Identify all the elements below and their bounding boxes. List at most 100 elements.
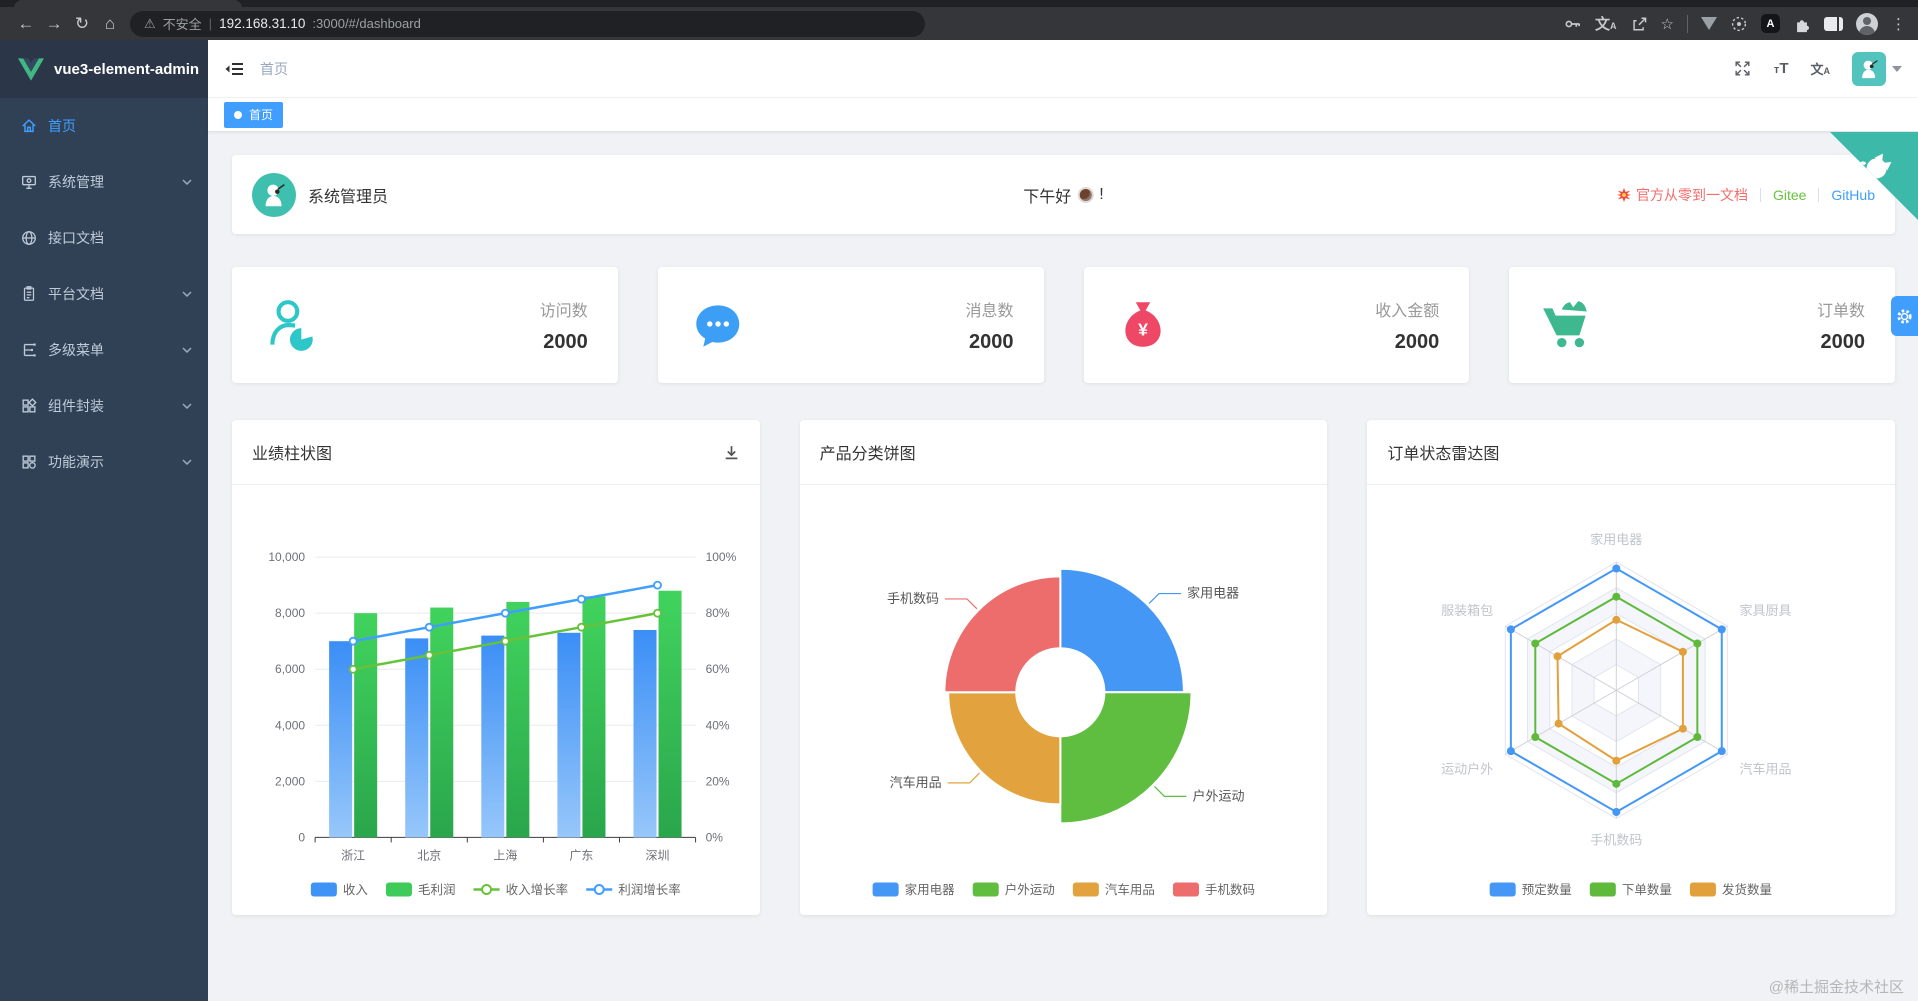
side-panel-icon[interactable] (1824, 16, 1843, 31)
sidebar-item-system[interactable]: 系统管理 (0, 154, 208, 210)
sidebar-item-components[interactable]: 组件封装 (0, 378, 208, 434)
svg-text:0%: 0% (706, 831, 724, 845)
language-icon[interactable]: 文A (1810, 62, 1830, 77)
stat-label: 订单数 (1816, 302, 1865, 320)
legend-item[interactable]: 毛利润 (385, 882, 456, 898)
legend-item[interactable]: 发货数量 (1690, 882, 1772, 897)
stat-label: 消息数 (965, 302, 1014, 320)
legend-item[interactable]: 利润增长率 (586, 882, 681, 897)
password-key-icon[interactable] (1564, 15, 1582, 33)
demo-grid-icon (22, 455, 36, 469)
sidebar-collapse-icon[interactable] (224, 59, 244, 79)
svg-text:发货数量: 发货数量 (1722, 882, 1772, 897)
user-chart-icon (270, 300, 313, 351)
svg-text:户外运动: 户外运动 (1004, 882, 1054, 897)
download-icon[interactable] (723, 444, 740, 461)
cart-icon (1543, 301, 1587, 348)
url-separator: | (208, 16, 213, 31)
svg-text:手机数码: 手机数码 (1591, 833, 1643, 848)
legend-item[interactable]: 手机数码 (1172, 882, 1255, 897)
sidebar-item-label: 功能演示 (48, 454, 104, 470)
sidebar-item-multi-menu[interactable]: 多级菜单 (0, 322, 208, 378)
stat-card-income: ¥ 收入金额 2000 (1083, 267, 1470, 383)
forward-icon[interactable]: → (45, 13, 63, 33)
svg-text:服装箱包: 服装箱包 (1441, 604, 1493, 619)
user-menu[interactable] (1852, 51, 1902, 86)
legend-item[interactable]: 家用电器 (872, 882, 955, 897)
vue-devtools-icon[interactable] (1701, 17, 1717, 30)
logo[interactable]: vue3-element-admin (0, 40, 208, 98)
bookmark-star-icon[interactable]: ☆ (1660, 15, 1674, 33)
sidebar-item-demos[interactable]: 功能演示 (0, 434, 208, 490)
gitee-link[interactable]: Gitee (1772, 186, 1807, 203)
svg-text:收入增长率: 收入增长率 (506, 882, 569, 897)
legend-item[interactable]: 汽车用品 (1072, 882, 1155, 897)
navbar: 首页 тT 文A (208, 40, 1918, 98)
menu-dots-icon[interactable]: ⋮ (1891, 15, 1906, 33)
pie-chart-canvas[interactable]: 家用电器 户外运动 汽车用品 手机数码 家用电器 户外运动 汽车用品 手机数码 (800, 485, 1328, 915)
stat-card-orders: 订单数 2000 (1509, 267, 1895, 383)
svg-text:家用电器: 家用电器 (1591, 533, 1643, 548)
legend-item[interactable]: 收入增长率 (473, 882, 569, 897)
pie-chart-card: 产品分类饼图 家用电器 户外运动 汽车用品 手机数码 家用电器 户外运动 汽车用品 手机数码 (799, 420, 1328, 915)
legend-item[interactable]: 下单数量 (1590, 882, 1672, 897)
url-bar[interactable]: ⚠ 不安全 | 192.168.31.10:3000/#/dashboard (130, 10, 925, 37)
main-area: 首页 тT 文A 首页 (208, 40, 1918, 1001)
greeting-text: 下午好 (1023, 188, 1072, 206)
svg-text:深圳: 深圳 (646, 849, 670, 863)
content: 系统管理员 下午好 ! 官方从零到一文档 Gitee GitHub (208, 132, 1918, 1001)
svg-text:汽车用品: 汽车用品 (1105, 882, 1155, 897)
legend-item[interactable]: 户外运动 (972, 882, 1054, 897)
adblock-icon[interactable]: A (1761, 14, 1780, 33)
svg-text:60%: 60% (706, 663, 730, 677)
svg-text:家具厨具: 家具厨具 (1740, 604, 1792, 619)
svg-text:家用电器: 家用电器 (904, 882, 955, 897)
official-doc-label: 官方从零到一文档 (1635, 186, 1748, 203)
svg-text:4,000: 4,000 (275, 719, 305, 733)
radar-chart-canvas[interactable]: 家用电器 家具厨具 汽车用品 手机数码 运动户外 服装箱包 预定数量 下单数量 发货数量 (1367, 485, 1895, 915)
share-icon[interactable] (1630, 15, 1648, 33)
watermark: @稀土掘金技术社区 (1768, 979, 1904, 996)
home-icon (22, 119, 36, 133)
chart-cards: 业绩柱状图 10,000 100% 8,000 80% 6,000 60% 4,000 40%… (232, 420, 1895, 915)
chevron-down-icon (182, 179, 192, 185)
back-icon[interactable]: ← (17, 13, 35, 33)
fullscreen-icon[interactable] (1733, 59, 1752, 78)
legend-item[interactable]: 收入 (310, 882, 369, 898)
browser-tab[interactable] (14, 0, 242, 8)
link-divider (1818, 187, 1820, 202)
svg-text:手机数码: 手机数码 (1205, 882, 1255, 897)
profile-avatar[interactable] (1856, 12, 1878, 35)
tags-view: 首页 (208, 98, 1918, 132)
chevron-down-icon (182, 459, 192, 465)
atom-extension-icon[interactable] (1730, 15, 1748, 33)
security-label: 不安全 (162, 17, 202, 32)
home-icon[interactable]: ⌂ (104, 13, 116, 33)
legend-item[interactable]: 预定数量 (1489, 882, 1572, 897)
sidebar-item-api-doc[interactable]: 接口文档 (0, 210, 208, 266)
browser-toolbar: ← → ↻ ⌂ ⚠ 不安全 | 192.168.31.10:3000/#/das… (0, 7, 1918, 40)
official-doc-link[interactable]: 官方从零到一文档 (1616, 185, 1748, 205)
bar-chart-canvas[interactable]: 10,000 100% 8,000 80% 6,000 60% 4,000 40% 2,000 2… (232, 485, 760, 915)
greeting-links: 官方从零到一文档 Gitee GitHub (1616, 185, 1875, 205)
github-link[interactable]: GitHub (1831, 186, 1875, 203)
sidebar-item-platform-doc[interactable]: 平台文档 (0, 266, 208, 322)
chevron-down-icon (182, 403, 192, 409)
tag-home[interactable]: 首页 (224, 101, 284, 128)
user-avatar[interactable] (252, 172, 296, 217)
svg-text:北京: 北京 (417, 849, 441, 863)
settings-panel-button[interactable] (1891, 296, 1918, 336)
message-icon (696, 305, 740, 347)
gear-icon (1897, 308, 1912, 324)
svg-text:汽车用品: 汽车用品 (1740, 762, 1792, 777)
caret-down-icon (1892, 65, 1902, 72)
extensions-puzzle-icon[interactable] (1793, 15, 1811, 33)
sidebar-item-home[interactable]: 首页 (0, 98, 208, 154)
stat-label: 访问数 (539, 302, 588, 320)
font-size-icon[interactable]: тT (1773, 60, 1789, 77)
vue-logo-icon (18, 57, 44, 81)
tree-menu-icon (23, 343, 36, 357)
reload-icon[interactable]: ↻ (74, 13, 90, 33)
translate-icon[interactable]: 文A (1595, 16, 1617, 33)
breadcrumb[interactable]: 首页 (260, 60, 288, 77)
